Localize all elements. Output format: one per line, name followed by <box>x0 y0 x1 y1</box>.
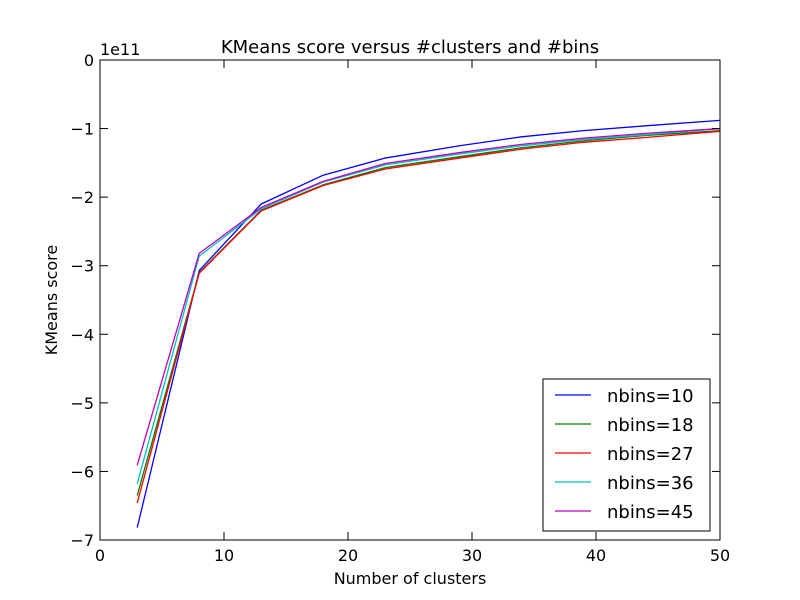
x-axis-label: Number of clusters <box>334 569 487 588</box>
y-tick-label: −4 <box>70 325 94 344</box>
x-tick-label: 40 <box>586 546 606 565</box>
y-tick-label: 0 <box>84 51 94 70</box>
x-tick-label: 50 <box>710 546 730 565</box>
plot-area-frame <box>99 59 721 541</box>
y-tick-label: −3 <box>70 257 94 276</box>
legend-label: nbins=18 <box>607 415 694 436</box>
legend-box <box>542 378 711 532</box>
y-axis-offset-label: 1e11 <box>100 40 140 59</box>
x-tick-label: 0 <box>95 546 105 565</box>
series-line-4 <box>136 127 721 466</box>
y-tick-label: −1 <box>70 120 94 139</box>
series-layer <box>136 119 721 528</box>
axis-ticks: 0 10 20 30 40 50 0 −1 −2 −3 −4 −5 −6 −7 <box>70 51 730 565</box>
legend-label: nbins=10 <box>607 386 694 407</box>
series-line-0 <box>136 119 721 528</box>
legend-label: nbins=45 <box>607 502 694 523</box>
x-tick-label: 10 <box>214 546 234 565</box>
x-tick-label: 20 <box>338 546 358 565</box>
y-tick-label: −6 <box>70 462 94 481</box>
x-tick-label: 30 <box>462 546 482 565</box>
y-tick-label: −2 <box>70 188 94 207</box>
y-axis-label: KMeans score <box>42 245 61 356</box>
series-line-2 <box>136 130 721 504</box>
y-tick-label: −5 <box>70 394 94 413</box>
legend-label: nbins=36 <box>607 473 694 494</box>
legend: nbins=10 nbins=18 nbins=27 nbins=36 nbins=45 <box>542 378 711 532</box>
legend-label: nbins=27 <box>607 444 694 465</box>
y-tick-label: −7 <box>70 531 94 550</box>
chart-title: KMeans score versus #clusters and #bins <box>221 37 599 58</box>
series-line-3 <box>136 127 721 484</box>
